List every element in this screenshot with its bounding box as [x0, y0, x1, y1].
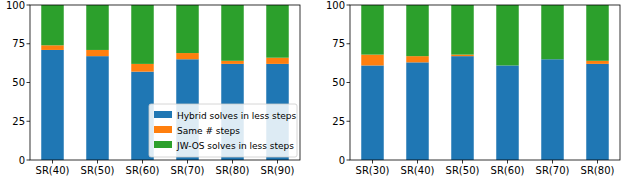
y-tick-label: 0: [19, 155, 25, 166]
bar-segment: [451, 5, 474, 55]
legend-swatch: [154, 126, 172, 133]
legend-label: Same # steps: [177, 126, 240, 136]
bar-segment: [361, 65, 384, 160]
x-tick: [552, 160, 553, 164]
x-tick: [417, 160, 418, 164]
x-tick-label: SR(80): [216, 165, 250, 176]
x-tick: [142, 160, 143, 164]
bar-segment: [266, 5, 289, 58]
y-tick: [347, 82, 351, 83]
x-tick: [597, 160, 598, 164]
y-tick: [27, 160, 31, 161]
bar-segment: [496, 5, 519, 65]
legend-label: JW-OS solves in less steps: [176, 141, 294, 151]
y-tick: [27, 43, 31, 44]
x-tick-label: SR(60): [491, 165, 525, 176]
y-tick: [347, 43, 351, 44]
x-tick-label: SR(60): [126, 165, 160, 176]
legend-box: [149, 104, 297, 157]
bar-segment: [131, 64, 154, 72]
x-tick: [52, 160, 53, 164]
bar-segment: [586, 61, 609, 64]
bar-segment: [86, 56, 109, 160]
x-tick: [232, 160, 233, 164]
y-tick-label: 25: [12, 116, 25, 127]
x-tick: [277, 160, 278, 164]
bar-segment: [406, 56, 429, 62]
x-tick: [97, 160, 98, 164]
chart: 0 25 50 75 100 SR(40) SR(50) SR(60) SR(70) SR(80)…: [6, 0, 300, 176]
bars: [361, 5, 609, 160]
x-tick-label: SR(50): [81, 165, 115, 176]
legend-label: Hybrid solves in less steps: [177, 111, 296, 121]
x-tick-label: SR(70): [171, 165, 205, 176]
x-tick: [462, 160, 463, 164]
bar-segment: [541, 59, 564, 160]
x-tick: [507, 160, 508, 164]
x-tick-label: SR(30): [356, 165, 390, 176]
x-tick-label: SR(50): [446, 165, 480, 176]
legend: Hybrid solves in less steps Same # steps J…: [149, 104, 297, 157]
bar-segment: [131, 5, 154, 64]
y-tick-label: 50: [332, 77, 345, 88]
y-tick: [27, 82, 31, 83]
bar-segment: [586, 64, 609, 160]
bar-segment: [586, 5, 609, 61]
bar-segment: [86, 50, 109, 56]
x-tick-label: SR(40): [36, 165, 70, 176]
bar-segment: [451, 56, 474, 160]
frame: [350, 5, 620, 160]
bar-segment: [496, 65, 519, 160]
y-tick-label: 100: [326, 0, 345, 11]
y-tick-label: 100: [6, 0, 25, 11]
bar-segment: [361, 55, 384, 66]
bar-segment: [221, 5, 244, 61]
bar-segment: [176, 53, 199, 59]
y-tick: [347, 121, 351, 122]
legend-swatch: [154, 141, 172, 148]
bar-segment: [41, 50, 64, 160]
bar-segment: [406, 62, 429, 160]
chart: 0 25 50 75 100 SR(30) SR(40) SR(50) SR(60) SR(70)…: [326, 0, 620, 176]
figure: 0 25 50 75 100 SR(40) SR(50) SR(60) SR(70) SR(80)…: [0, 0, 640, 178]
bar-segment: [176, 5, 199, 53]
x-tick-label: SR(90): [261, 165, 295, 176]
y-tick-label: 75: [12, 38, 25, 49]
y-tick-label: 50: [12, 77, 25, 88]
y-tick-label: 75: [332, 38, 345, 49]
bar-segment: [86, 5, 109, 50]
bar-segment: [41, 45, 64, 50]
x-tick-label: SR(70): [536, 165, 570, 176]
frame: [30, 5, 300, 160]
y-tick: [347, 160, 351, 161]
y-tick: [27, 121, 31, 122]
y-tick-label: 25: [332, 116, 345, 127]
bar-segment: [266, 58, 289, 64]
bar-segment: [541, 5, 564, 59]
bar-segment: [406, 5, 429, 56]
y-tick: [27, 5, 31, 6]
bar-segment: [41, 5, 64, 45]
legend-swatch: [154, 111, 172, 118]
bar-segment: [361, 5, 384, 55]
y-tick: [347, 5, 351, 6]
y-tick-label: 0: [339, 155, 345, 166]
x-tick: [187, 160, 188, 164]
bar-segment: [451, 55, 474, 57]
bar-segment: [221, 61, 244, 64]
x-tick-label: SR(40): [401, 165, 435, 176]
x-tick-label: SR(80): [581, 165, 615, 176]
x-tick: [372, 160, 373, 164]
